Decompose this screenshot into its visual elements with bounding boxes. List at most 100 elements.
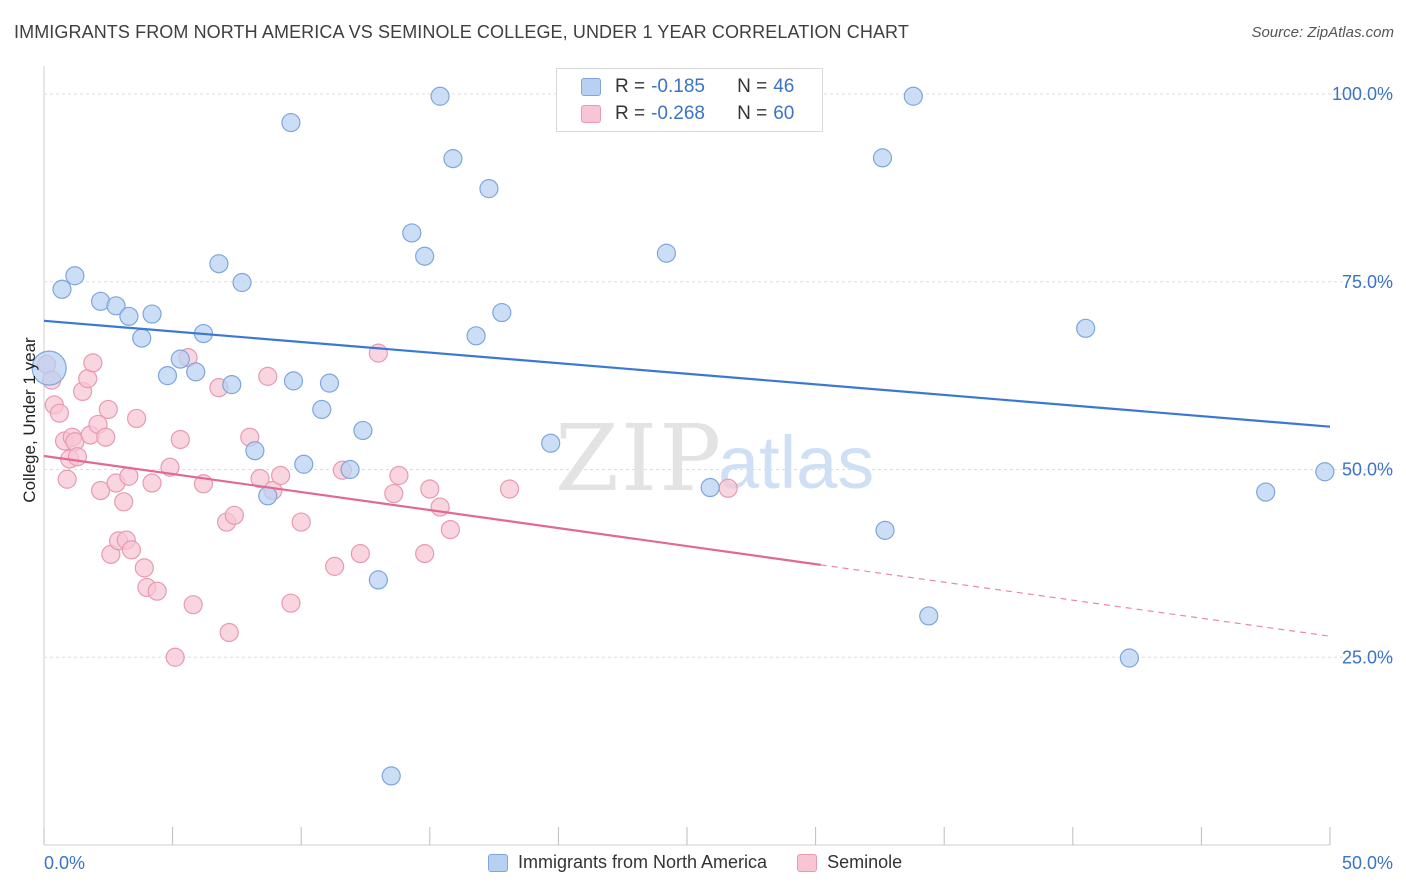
legend-row-pink: R = -0.268 N = 60 — [581, 102, 794, 126]
immigrants-point — [340, 459, 360, 480]
seminole-point — [160, 457, 180, 477]
immigrants-point — [541, 433, 561, 453]
legend-n-value: 60 — [773, 103, 795, 124]
blue-swatch-icon — [488, 853, 508, 872]
immigrants-point — [443, 149, 463, 169]
pink-swatch-icon — [581, 105, 601, 123]
seminole-point — [325, 556, 345, 576]
immigrants-points — [31, 86, 1335, 786]
seminole-point — [250, 468, 270, 489]
immigrants-point — [1315, 462, 1335, 482]
seminole-point — [67, 447, 88, 467]
immigrants-point — [283, 371, 304, 391]
immigrants-point — [1256, 482, 1276, 502]
legend-item-label: Immigrants from North America — [518, 852, 768, 872]
legend-n-value: 46 — [773, 76, 795, 97]
seminole-point — [258, 366, 278, 386]
y-tick-label: 25.0% — [1342, 647, 1393, 667]
immigrants-point — [415, 246, 435, 266]
seminole-point — [165, 647, 185, 667]
seminole-point — [718, 478, 738, 498]
x-tick-label: 50.0% — [1342, 853, 1393, 873]
seminole-point — [57, 469, 77, 489]
immigrants-point — [170, 349, 190, 369]
immigrants-point — [245, 441, 265, 461]
immigrants-point — [132, 328, 152, 348]
immigrants-point — [656, 243, 677, 263]
axes — [43, 66, 1331, 846]
seminole-point — [281, 593, 301, 613]
svg-text:atlas: atlas — [718, 421, 874, 504]
seminole-point — [420, 479, 440, 499]
seminole-point — [271, 465, 291, 486]
legend-r-label: R = — [615, 103, 646, 124]
seminole-point — [384, 483, 404, 504]
immigrants-point — [31, 350, 67, 386]
seminole-point — [224, 505, 244, 525]
y-axis-label: College, Under 1 year — [20, 337, 39, 503]
seminole-point — [96, 427, 116, 447]
immigrants-point — [106, 296, 126, 316]
svg-text:ZIP: ZIP — [555, 405, 723, 512]
source-credit: Source: ZipAtlas.com — [1251, 24, 1394, 41]
trend-lines — [43, 319, 1331, 637]
legend-n-label: N = — [737, 103, 768, 124]
immigrants-point — [319, 373, 340, 393]
chart-title: IMMIGRANTS FROM NORTH AMERICA VS SEMINOL… — [14, 22, 909, 42]
immigrants-point — [872, 148, 893, 168]
legend-item-immigrants[interactable]: Immigrants from North America — [488, 852, 767, 873]
x-tick-label: 0.0% — [44, 853, 85, 873]
seminole-point — [126, 408, 147, 429]
immigrants-point — [875, 520, 895, 540]
seminole-point — [119, 466, 139, 486]
immigrants-point — [281, 112, 301, 133]
series-legend: Immigrants from North America Seminole — [488, 852, 932, 873]
immigrants-point — [222, 375, 242, 395]
immigrants-point — [353, 420, 373, 441]
immigrants-point — [381, 766, 401, 786]
seminole-point — [415, 544, 435, 564]
seminole-trend-line — [43, 454, 821, 566]
correlation-legend: R = -0.185 N = 46 R = -0.268 N = 60 — [556, 68, 823, 132]
legend-item-label: Seminole — [827, 852, 903, 872]
immigrants-point — [466, 326, 486, 346]
gridlines — [44, 93, 1392, 658]
pink-swatch-icon — [797, 853, 818, 872]
immigrants-point — [700, 477, 720, 498]
seminole-point — [389, 465, 409, 486]
immigrants-trend-line — [43, 319, 1331, 428]
immigrants-point — [119, 306, 139, 326]
seminole-point — [183, 595, 203, 615]
legend-n-label: N = — [737, 76, 768, 97]
immigrants-point — [65, 266, 85, 286]
legend-r-value: -0.185 — [651, 76, 705, 97]
y-tick-label: 75.0% — [1342, 272, 1393, 292]
seminole-point — [499, 479, 520, 499]
seminole-point — [170, 429, 190, 450]
immigrants-point — [492, 302, 512, 323]
seminole-point — [121, 540, 142, 560]
immigrants-point — [903, 86, 923, 106]
seminole-point — [134, 558, 154, 578]
seminole-point — [291, 512, 311, 532]
seminole-point — [83, 353, 103, 373]
immigrants-point — [186, 362, 206, 382]
immigrants-point — [1076, 318, 1096, 338]
y-axis-label-wrap: College, Under 1 year — [15, 260, 45, 580]
seminole-point — [440, 519, 460, 540]
immigrants-point — [919, 606, 939, 626]
immigrants-point — [209, 254, 229, 274]
immigrants-point — [430, 86, 450, 106]
immigrants-point — [258, 486, 278, 506]
immigrants-point — [232, 272, 252, 293]
seminole-point — [114, 492, 134, 512]
seminole-points — [36, 343, 738, 667]
immigrants-point — [368, 570, 388, 590]
immigrants-point — [157, 366, 178, 386]
seminole-point — [49, 403, 70, 423]
immigrants-point — [479, 179, 499, 199]
immigrants-point — [52, 279, 72, 299]
legend-r-label: R = — [615, 76, 646, 97]
legend-item-seminole[interactable]: Seminole — [797, 852, 902, 873]
